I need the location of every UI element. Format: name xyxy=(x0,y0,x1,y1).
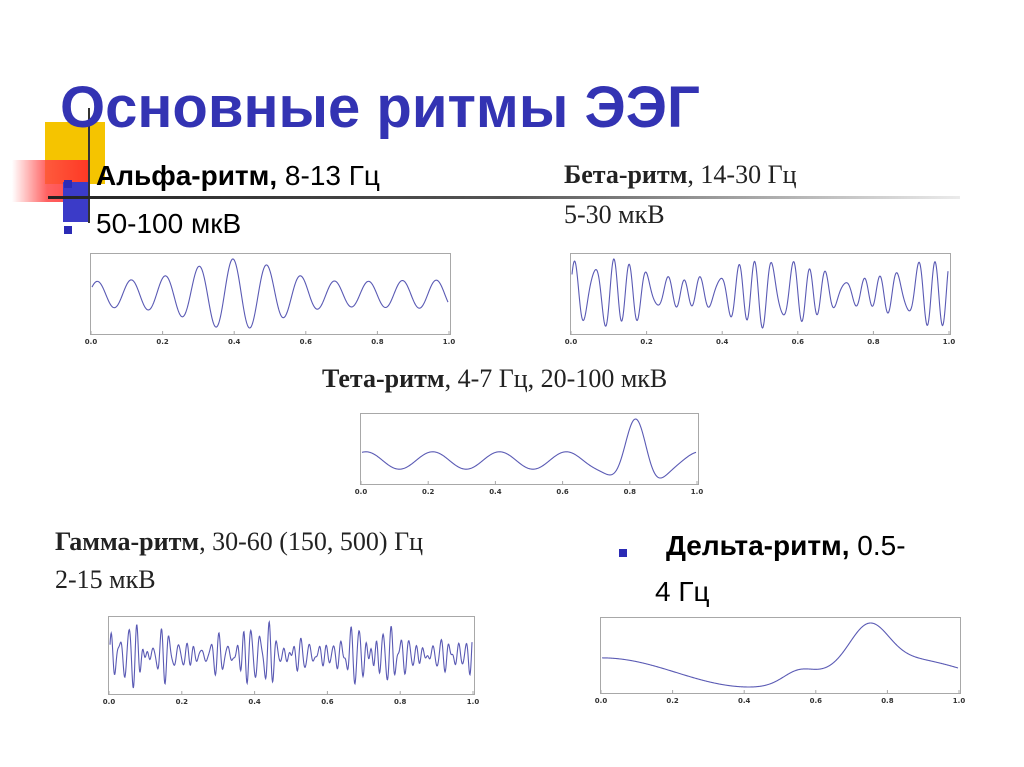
x-tick-label: 0.0 xyxy=(595,697,608,705)
gamma-amplitude: 2-15 мкВ xyxy=(55,565,156,594)
beta-frequency: , 14-30 Гц xyxy=(687,160,797,189)
x-tick-label: 0.2 xyxy=(176,698,189,706)
wave-line xyxy=(109,619,473,689)
x-tick-label: 0.2 xyxy=(640,338,653,346)
bullet-icon xyxy=(64,180,72,188)
delta-wave-plot: 0.0 0.2 0.4 0.6 0.8 1.0 xyxy=(595,617,965,705)
x-tick-label: 0.8 xyxy=(624,488,637,496)
x-tick-label: 0.4 xyxy=(716,338,729,346)
bullet-icon xyxy=(64,226,72,234)
x-tick-label: 0.6 xyxy=(556,488,569,496)
alpha-frequency: 8-13 Гц xyxy=(277,160,380,191)
alpha-amplitude: 50-100 мкВ xyxy=(96,208,242,239)
x-tick-label: 0.2 xyxy=(156,338,169,346)
x-tick-label: 0.4 xyxy=(738,697,751,705)
x-tick-label: 1.0 xyxy=(953,697,966,705)
x-tick-label: 0.8 xyxy=(371,338,384,346)
x-tick-label: 0.6 xyxy=(792,338,805,346)
wave-line xyxy=(91,258,449,329)
x-tick-label: 1.0 xyxy=(467,698,480,706)
x-tick-label: 0.0 xyxy=(565,338,578,346)
x-tick-label: 0.0 xyxy=(355,488,368,496)
x-tick-label: 0.4 xyxy=(489,488,502,496)
x-tick-label: 1.0 xyxy=(443,338,456,346)
x-tick-label: 0.0 xyxy=(103,698,116,706)
x-tick-label: 1.0 xyxy=(943,338,956,346)
x-tick-label: 0.6 xyxy=(321,698,334,706)
x-tick-label: 0.8 xyxy=(867,338,880,346)
decor-blue-square xyxy=(63,182,89,222)
beta-amplitude: 5-30 мкВ xyxy=(564,200,665,229)
gamma-frequency: , 30-60 (150, 500) Гц xyxy=(199,527,424,556)
x-tick-label: 0.6 xyxy=(810,697,823,705)
delta-heading: Дельта-ритм, 0.5- xyxy=(666,530,906,562)
wave-line xyxy=(571,258,949,329)
plot-frame xyxy=(90,253,451,335)
gamma-wave-plot: 0.0 0.2 0.4 0.6 0.8 1.0 xyxy=(103,616,479,706)
slide-title: Основные ритмы ЭЭГ xyxy=(60,75,700,140)
gamma-name: Гамма-ритм xyxy=(55,527,200,556)
x-tick-label: 0.6 xyxy=(300,338,313,346)
theta-wave-plot: 0.0 0.2 0.4 0.6 0.8 1.0 xyxy=(355,413,703,496)
beta-name: Бета-ритм xyxy=(564,160,688,189)
theta-details: , 4-7 Гц, 20-100 мкВ xyxy=(444,364,668,393)
x-tick-label: 0.4 xyxy=(228,338,241,346)
alpha-heading: Альфа-ритм, 8-13 Гц xyxy=(96,160,380,192)
beta-heading: Бета-ритм, 14-30 Гц xyxy=(564,160,797,190)
bullet-icon xyxy=(619,549,627,557)
plot-frame xyxy=(600,617,961,694)
x-tick-label: 0.2 xyxy=(666,697,679,705)
beta-wave-plot: 0.0 0.2 0.4 0.6 0.8 1.0 xyxy=(565,253,955,346)
x-tick-label: 0.8 xyxy=(881,697,894,705)
theta-name: Тета-ритм xyxy=(322,364,445,393)
wave-line xyxy=(361,418,697,479)
delta-name: Дельта-ритм, xyxy=(666,530,850,561)
x-tick-label: 0.2 xyxy=(422,488,435,496)
delta-frequency-b: 4 Гц xyxy=(655,576,710,607)
theta-heading: Тета-ритм, 4-7 Гц, 20-100 мкВ xyxy=(322,364,667,394)
gamma-heading: Гамма-ритм, 30-60 (150, 500) Гц xyxy=(55,527,423,557)
delta-frequency-a: 0.5- xyxy=(849,530,906,561)
wave-line xyxy=(602,622,959,688)
x-tick-label: 0.8 xyxy=(394,698,407,706)
decor-vertical-line xyxy=(88,108,90,223)
plot-frame xyxy=(360,413,699,485)
title-underline xyxy=(48,196,960,199)
x-tick-label: 0.0 xyxy=(85,338,98,346)
alpha-name: Альфа-ритм, xyxy=(96,160,278,191)
x-tick-label: 1.0 xyxy=(691,488,704,496)
x-tick-label: 0.4 xyxy=(248,698,261,706)
alpha-wave-plot: 0.0 0.2 0.4 0.6 0.8 1.0 xyxy=(85,253,455,346)
